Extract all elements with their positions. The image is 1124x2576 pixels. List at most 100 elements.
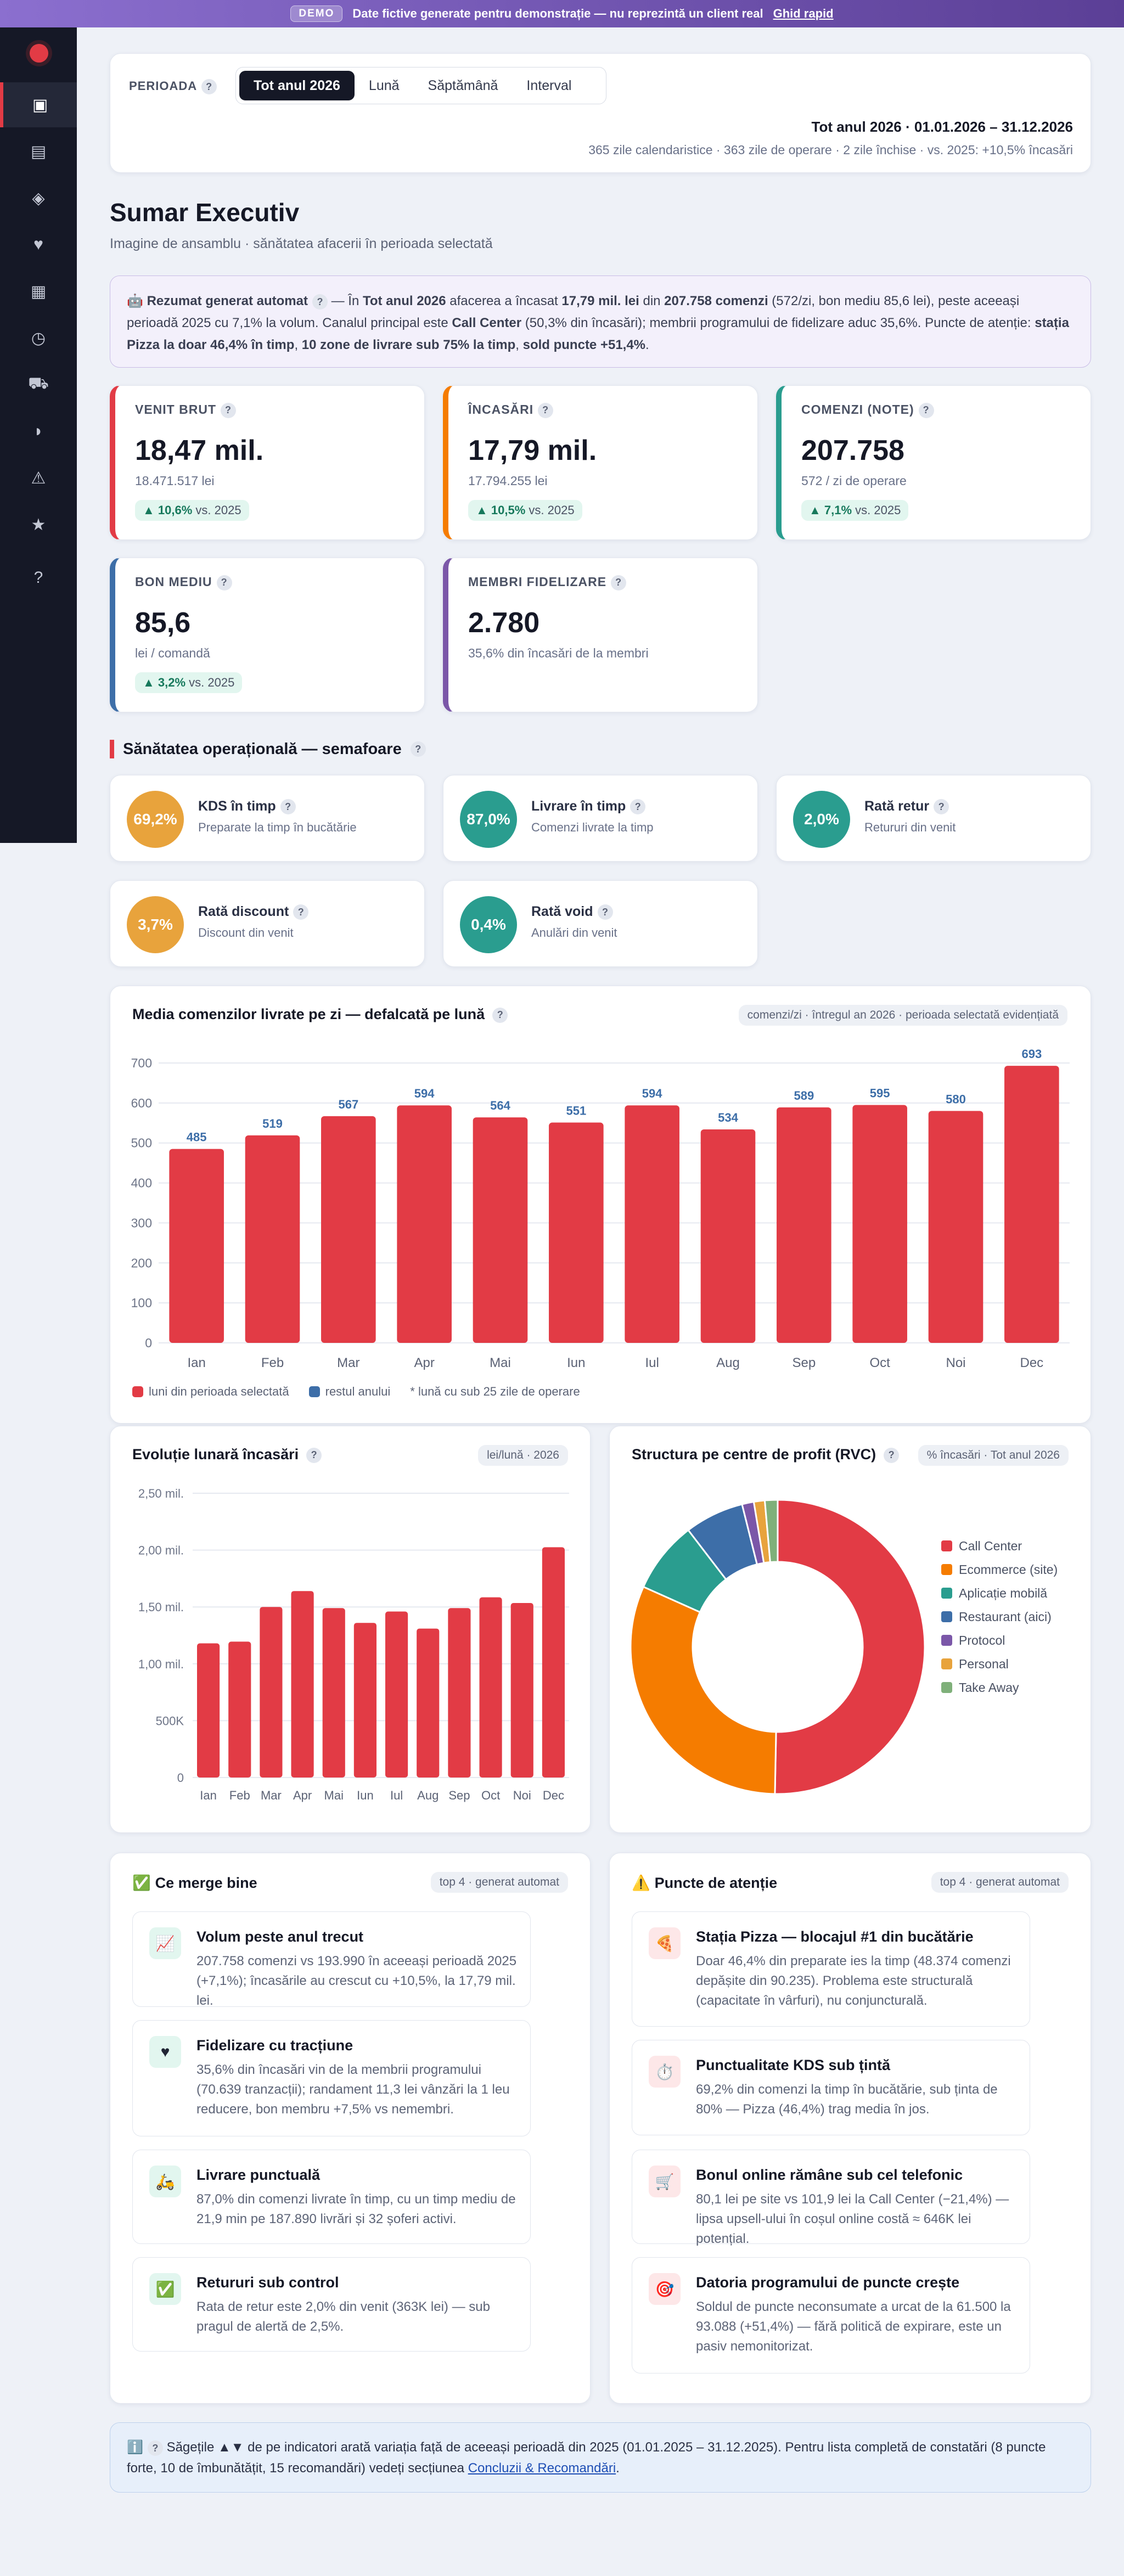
indicator-title-text: Rată void xyxy=(531,904,593,919)
grid-icon[interactable]: ▦ xyxy=(30,282,47,301)
legend-swatch xyxy=(132,1386,143,1397)
insight-item: 🍕 Stația Pizza — blocajul #1 din bucătări… xyxy=(632,1911,1030,2027)
legend-label: luni din perioada selectată xyxy=(149,1385,289,1398)
tab-1[interactable]: Lună xyxy=(368,77,400,93)
x-tick-label: Feb xyxy=(261,1356,284,1370)
x-tick-label: Mar xyxy=(337,1356,359,1370)
pie-slice xyxy=(763,1499,779,1563)
insight-item: ✅ Retururi sub control Rata de retur este … xyxy=(132,2257,531,2352)
help-icon[interactable]: ? xyxy=(410,741,426,757)
help-icon[interactable]: ? xyxy=(201,79,217,95)
footer-text: Săgețile ▲▼ de pe indicatori arată varia… xyxy=(127,2440,1046,2476)
period-detail: 365 zile calendaristice · 363 zile de op… xyxy=(588,143,1073,157)
help-icon[interactable]: ? xyxy=(306,1447,322,1463)
legend-swatch xyxy=(941,1658,952,1669)
bar xyxy=(197,1643,220,1778)
x-tick-label: Mai xyxy=(490,1356,511,1370)
data-label: 693 xyxy=(1021,1047,1042,1061)
clock-icon[interactable]: ◷ xyxy=(31,329,46,347)
info-icon: ℹ️ xyxy=(127,2440,143,2455)
help-icon[interactable]: ? xyxy=(33,569,43,587)
kpi-card: COMENZI (NOTE)? 207.758 572 / zi de operar… xyxy=(776,385,1091,540)
chart-title: Structura pe centre de profit (RVC)? xyxy=(632,1446,900,1463)
bar xyxy=(928,1111,984,1343)
help-icon[interactable]: ? xyxy=(221,402,236,418)
pie-icon[interactable]: ◗ xyxy=(33,422,44,440)
health-indicator: 2,0% Rată retur? Retururi din venit xyxy=(776,775,1091,862)
insight-title: Punctualitate KDS sub țintă xyxy=(696,2057,891,2073)
tab-0[interactable]: Tot anul 2026 xyxy=(239,71,355,100)
conclusions-link[interactable]: Concluzii & Recomandări xyxy=(468,2461,616,2476)
report-icon[interactable]: ▤ xyxy=(30,142,47,161)
insight-icon: ⏱️ xyxy=(649,2056,681,2088)
heart-icon[interactable]: ♥ xyxy=(33,235,43,254)
health-indicator: 3,7% Rată discount? Discount din venit xyxy=(110,880,425,967)
help-icon[interactable]: ? xyxy=(216,575,232,590)
section-title-text: Ce merge bine xyxy=(155,1875,257,1891)
insight-icon: 🎯 xyxy=(649,2273,681,2305)
legend-swatch xyxy=(941,1564,952,1575)
auto-pill: top 4 · generat automat xyxy=(430,1872,568,1893)
insight-desc: 80,1 lei pe site vs 101,9 lei la Call Ce… xyxy=(696,2192,1009,2246)
kpi-small: 17.794.255 lei xyxy=(468,474,548,488)
alert-icon[interactable]: ⚠ xyxy=(31,469,46,487)
donut-chart: Call Center Ecommerce (site) Aplicație mob… xyxy=(630,1499,1058,1795)
dashboard-icon[interactable]: ▣ xyxy=(0,82,77,127)
summary-part: 207.758 comenzi xyxy=(664,294,768,308)
kpi-delta-vs: vs. 2025 xyxy=(192,503,241,517)
truck-icon[interactable]: ⛟ xyxy=(28,374,49,392)
layers-icon[interactable]: ◈ xyxy=(32,189,45,207)
help-icon[interactable]: ? xyxy=(280,799,296,815)
legend-swatch xyxy=(941,1635,952,1646)
kpi-label-text: ÎNCASĂRI xyxy=(468,402,534,417)
help-icon[interactable]: ? xyxy=(538,402,554,418)
chart-title: Media comenzilor livrate pe zi — defalca… xyxy=(132,1006,508,1023)
indicator-title-text: KDS în timp xyxy=(198,798,276,814)
quick-guide-link[interactable]: Ghid rapid xyxy=(773,7,834,20)
tab-3[interactable]: Interval xyxy=(526,77,572,93)
bar xyxy=(385,1611,408,1778)
tab-2[interactable]: Săptămână xyxy=(428,77,498,93)
help-icon[interactable]: ? xyxy=(147,2440,163,2456)
orders-bar-chart: 0 100 200 300 400 500 600 700 485 Ian 519 Feb 567 Mar… xyxy=(131,1047,1070,1370)
revenue-bar-chart: 0 500K 1,00 mil. 1,50 mil. 2,00 mil. 2,50 mil… xyxy=(138,1487,569,1802)
help-icon[interactable]: ? xyxy=(492,1007,508,1023)
auto-pill: top 4 · generat automat xyxy=(931,1872,1069,1893)
help-icon[interactable]: ? xyxy=(293,904,309,920)
kpi-delta-value: ▲ 10,6% xyxy=(143,503,193,517)
x-tick-label: Iul xyxy=(390,1788,403,1802)
x-tick-label: Aug xyxy=(417,1788,439,1802)
bar xyxy=(353,1623,376,1778)
help-icon[interactable]: ? xyxy=(630,799,646,815)
insight-item: 🛵 Livrare punctuală 87,0% din comenzi livr… xyxy=(132,2150,531,2244)
demo-banner: DEMO Date fictive generate pentru demons… xyxy=(0,0,1124,27)
chart-note: lei/lună · 2026 xyxy=(478,1445,568,1466)
help-icon[interactable]: ? xyxy=(934,799,949,815)
y-tick-label: 500K xyxy=(156,1714,184,1728)
summary-part: afacerea a încasat xyxy=(446,294,562,308)
help-icon[interactable]: ? xyxy=(611,575,627,590)
bar xyxy=(322,1608,345,1778)
help-icon[interactable]: ? xyxy=(918,402,934,418)
y-tick-label: 700 xyxy=(131,1056,152,1070)
health-section-title: Sănătatea operațională — semafoare? xyxy=(110,740,426,758)
help-icon[interactable]: ? xyxy=(884,1447,900,1463)
kpi-value: 17,79 mil. xyxy=(468,435,597,466)
insight-desc: 35,6% din încasări vin de la membrii pro… xyxy=(196,2062,510,2117)
kpi-delta-vs: vs. 2025 xyxy=(525,503,575,517)
legend-label: Aplicație mobilă xyxy=(959,1586,1047,1600)
star-icon[interactable]: ★ xyxy=(31,515,46,534)
help-icon[interactable]: ? xyxy=(597,904,613,920)
help-icon[interactable]: ? xyxy=(312,294,328,310)
insight-title: Fidelizare cu tracțiune xyxy=(196,2037,353,2054)
indicator-desc: Retururi din venit xyxy=(864,820,956,834)
bar xyxy=(245,1135,300,1343)
indicator-desc: Anulări din venit xyxy=(531,926,617,940)
kpi-delta: ▲ 7,1% vs. 2025 xyxy=(801,500,909,521)
bar xyxy=(1004,1066,1059,1343)
bar xyxy=(417,1628,440,1778)
strengths-card: ✅ Ce merge bine top 4 · generat automat 📈 Vo… xyxy=(110,1853,591,2404)
insight-desc: Soldul de puncte neconsumate a urcat de … xyxy=(696,2299,1011,2354)
insight-title: Livrare punctuală xyxy=(196,2167,321,2183)
kpi-delta-vs: vs. 2025 xyxy=(852,503,901,517)
